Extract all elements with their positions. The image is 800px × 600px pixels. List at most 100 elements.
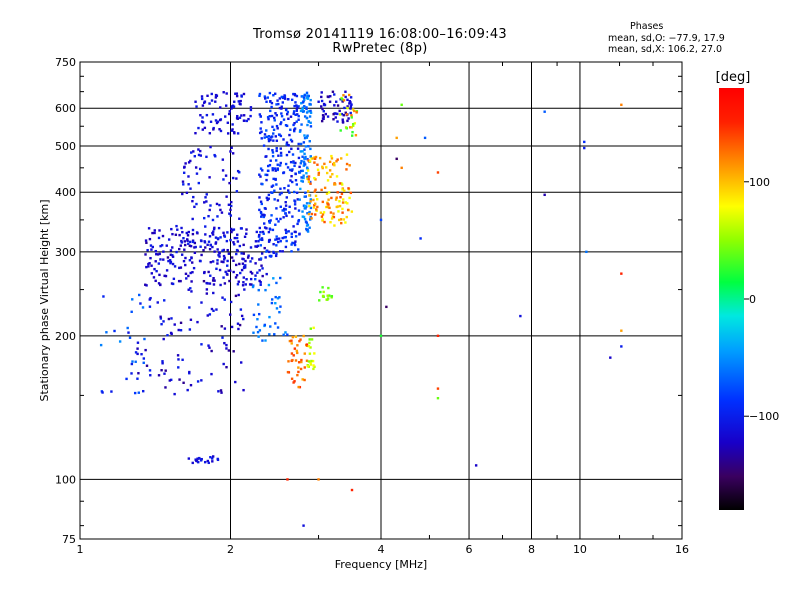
echo-point xyxy=(131,360,134,363)
echo-point xyxy=(264,173,267,176)
echo-point xyxy=(229,150,232,153)
echo-point xyxy=(240,94,243,97)
echo-point xyxy=(353,109,356,113)
echo-point xyxy=(310,217,313,220)
echo-point xyxy=(230,204,233,208)
echo-point xyxy=(216,215,219,218)
echo-point xyxy=(322,110,325,113)
echo-point xyxy=(208,102,211,105)
echo-point xyxy=(236,240,240,243)
echo-point xyxy=(232,131,236,134)
echo-point xyxy=(149,296,152,300)
echo-point xyxy=(245,232,248,235)
echo-point xyxy=(276,127,279,130)
echo-point xyxy=(320,105,323,108)
echo-point xyxy=(320,95,323,99)
echo-point xyxy=(345,153,349,156)
echo-point xyxy=(212,291,215,295)
echo-point xyxy=(169,261,172,265)
echo-point xyxy=(252,331,255,334)
echo-point xyxy=(133,391,137,395)
echo-points-layer xyxy=(99,90,623,527)
chart-title: Tromsø 20141119 16:08:00–16:09:43 xyxy=(252,27,508,42)
echo-point xyxy=(222,178,225,181)
echo-point xyxy=(305,224,309,227)
echo-point xyxy=(282,216,285,219)
echo-point xyxy=(263,226,267,229)
echo-point xyxy=(279,276,282,280)
echo-point xyxy=(308,160,312,163)
echo-point xyxy=(149,374,152,377)
echo-point xyxy=(148,305,152,308)
y-axis-label: Stationary phase Virtual Height [km] xyxy=(38,199,51,401)
echo-point xyxy=(286,98,290,101)
echo-point xyxy=(303,134,306,137)
echo-point xyxy=(173,392,176,396)
echo-point xyxy=(292,161,295,164)
echo-point xyxy=(329,175,332,179)
echo-point xyxy=(202,249,205,252)
x-tick-label: 8 xyxy=(528,543,535,556)
echo-point xyxy=(620,345,623,348)
echo-point xyxy=(210,349,213,353)
echo-point xyxy=(268,250,271,254)
echo-point xyxy=(232,243,236,246)
echo-point xyxy=(284,162,288,166)
echo-point xyxy=(271,191,274,195)
echo-point xyxy=(213,279,216,282)
echo-point xyxy=(307,175,311,178)
echo-point xyxy=(163,372,166,375)
echo-point xyxy=(350,114,353,117)
echo-point xyxy=(274,302,277,305)
echo-point xyxy=(306,94,309,97)
echo-point xyxy=(297,248,300,251)
echo-point xyxy=(241,262,245,265)
echo-point xyxy=(385,305,388,309)
echo-point xyxy=(302,141,306,144)
echo-point xyxy=(224,270,227,274)
echo-point xyxy=(260,202,264,206)
echo-point xyxy=(283,97,287,100)
echo-point xyxy=(329,221,332,224)
echo-point xyxy=(283,236,286,239)
echo-point xyxy=(230,200,233,204)
echo-point xyxy=(181,192,184,196)
echo-point xyxy=(307,120,311,123)
echo-point xyxy=(136,352,139,356)
echo-point xyxy=(265,250,268,253)
echo-point xyxy=(321,218,325,221)
echo-point xyxy=(157,262,161,265)
echo-point xyxy=(278,164,282,167)
echo-point xyxy=(294,335,298,338)
echo-point xyxy=(183,165,186,169)
echo-point xyxy=(250,283,253,286)
echo-point xyxy=(208,313,212,316)
echo-point xyxy=(160,322,163,326)
echo-point xyxy=(151,231,154,235)
echo-point xyxy=(193,241,197,245)
echo-point xyxy=(336,120,339,123)
echo-point xyxy=(260,215,263,218)
echo-point xyxy=(337,210,340,213)
echo-point xyxy=(267,147,270,151)
echo-point xyxy=(187,230,190,234)
echo-point xyxy=(295,349,299,353)
echo-point xyxy=(395,157,398,161)
echo-point xyxy=(170,317,173,320)
echo-point xyxy=(204,196,207,199)
echo-point xyxy=(258,258,261,261)
echo-point xyxy=(221,336,224,339)
echo-point xyxy=(278,193,282,196)
echo-point xyxy=(187,242,190,245)
echo-point xyxy=(296,147,300,150)
echo-point xyxy=(297,156,301,160)
echo-point xyxy=(305,116,309,120)
echo-point xyxy=(234,92,237,95)
colorbar-ticks: 100 0 −100 xyxy=(744,176,779,423)
echo-point xyxy=(314,188,317,191)
echo-point xyxy=(299,142,303,146)
echo-point xyxy=(281,101,285,104)
echo-point xyxy=(207,461,210,465)
echo-point xyxy=(156,253,160,256)
echo-point xyxy=(259,175,262,178)
